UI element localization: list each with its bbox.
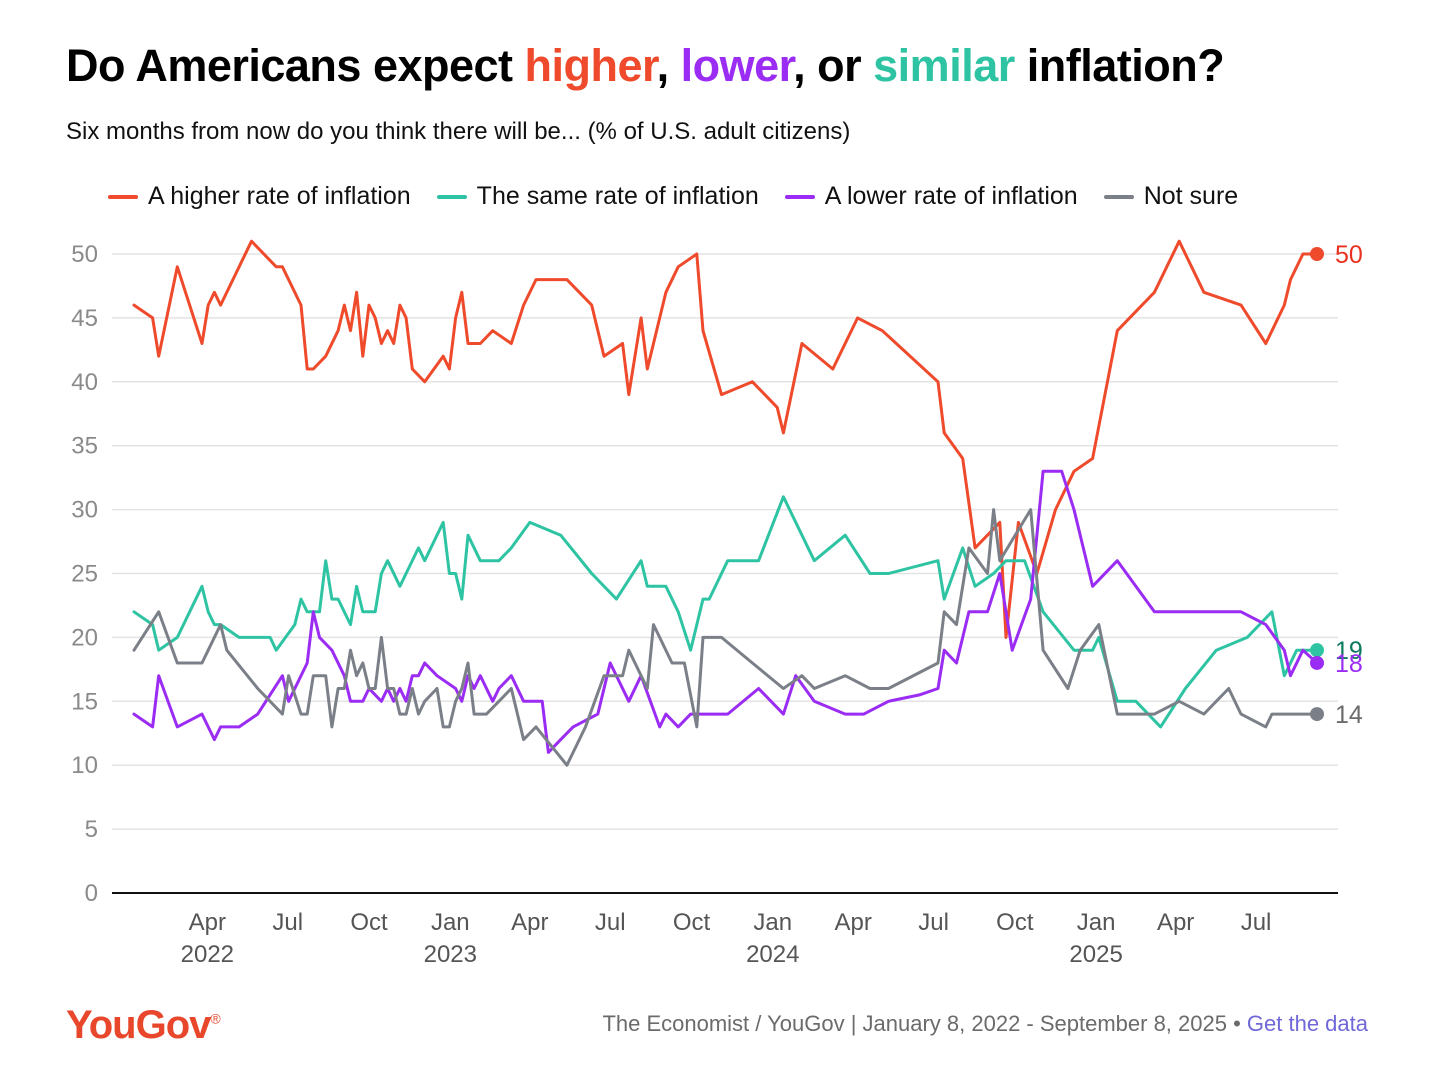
- x-tick-month-8: Apr: [834, 909, 871, 936]
- x-tick-month-6: Oct: [673, 909, 711, 936]
- x-axis-tick-labels: Apr 2022 Jul Oct Jan 2023 Apr Jul Oct Jan 2024 Apr J…: [181, 909, 1272, 968]
- x-tick-month-0: Apr: [189, 909, 226, 936]
- end-point-a-higher-rate-of-inflation: [1310, 247, 1324, 261]
- y-tick-label-35: 35: [71, 433, 98, 460]
- legend-swatch-higher: [108, 194, 138, 199]
- x-tick-month-13: Jul: [1241, 909, 1272, 936]
- x-tick-month-1: Jul: [272, 909, 303, 936]
- logo-text: YouGov: [66, 1003, 211, 1047]
- yougov-logo: YouGov®: [66, 1003, 221, 1048]
- x-tick-month-2: Oct: [350, 909, 388, 936]
- legend-item-same: The same rate of inflation: [436, 182, 759, 211]
- x-tick-year-2023: 2023: [424, 941, 477, 968]
- end-point-a-lower-rate-of-inflation: [1310, 655, 1324, 670]
- x-tick-year-2025: 2025: [1069, 941, 1122, 968]
- title-separator-2: , or: [793, 40, 874, 91]
- legend-label-lower: A lower rate of inflation: [824, 182, 1078, 210]
- y-tick-label-0: 0: [85, 880, 98, 907]
- x-tick-month-9: Jul: [918, 909, 949, 936]
- end-label-a-lower-rate-of-inflation: 18: [1335, 650, 1363, 678]
- legend-swatch-lower: [784, 194, 815, 199]
- logo-registered-mark: ®: [210, 1010, 220, 1027]
- source-text: The Economist / YouGov | January 8, 2022…: [602, 1011, 1247, 1036]
- grid-lines: [112, 253, 1338, 894]
- chart-subtitle: Six months from now do you think there w…: [66, 118, 851, 145]
- x-tick-month-11: Jan: [1077, 909, 1116, 936]
- y-tick-label-15: 15: [71, 688, 98, 715]
- legend-label-not-sure: Not sure: [1143, 182, 1239, 210]
- series-line-a-higher-rate-of-inflation: [132, 239, 1319, 639]
- legend-label-higher: A higher rate of inflation: [148, 182, 411, 210]
- legend-label-same: The same rate of inflation: [476, 182, 759, 210]
- end-label-the-same-rate-of-inflation: 19: [1335, 637, 1363, 665]
- title-word-higher: higher: [524, 40, 658, 91]
- legend-item-lower: A lower rate of inflation: [784, 182, 1078, 211]
- legend-item-not-sure: Not sure: [1103, 182, 1239, 211]
- y-tick-label-30: 30: [71, 497, 98, 524]
- title-suffix: inflation?: [1014, 40, 1225, 91]
- y-tick-label-50: 50: [71, 241, 98, 268]
- source-note: The Economist / YouGov | January 8, 2022…: [602, 1011, 1368, 1037]
- end-point-the-same-rate-of-inflation: [1310, 643, 1324, 658]
- legend-item-higher: A higher rate of inflation: [108, 182, 411, 211]
- series-lines: [132, 239, 1319, 767]
- title-prefix: Do Americans expect: [66, 40, 525, 91]
- end-label-not-sure: 14: [1335, 701, 1363, 729]
- end-point-not-sure: [1310, 707, 1324, 722]
- x-tick-month-3: Jan: [431, 909, 470, 936]
- title-separator-1: ,: [656, 40, 681, 91]
- title-word-similar: similar: [873, 40, 1015, 91]
- x-tick-month-4: Apr: [511, 909, 548, 936]
- series-line-not-sure: [132, 508, 1319, 767]
- x-tick-month-7: Jan: [753, 909, 792, 936]
- legend-swatch-same: [436, 194, 467, 199]
- y-tick-label-25: 25: [71, 561, 98, 588]
- end-label-a-higher-rate-of-inflation: 50: [1335, 241, 1363, 269]
- get-the-data-link[interactable]: Get the data: [1246, 1011, 1368, 1036]
- y-tick-label-20: 20: [71, 624, 98, 651]
- x-tick-month-5: Jul: [595, 909, 626, 936]
- y-tick-label-10: 10: [71, 752, 98, 779]
- x-tick-year-2022: 2022: [181, 941, 234, 968]
- y-tick-label-40: 40: [71, 369, 98, 396]
- x-tick-month-10: Oct: [996, 909, 1034, 936]
- y-axis-tick-labels: 0 5 10 15 20 25 30 35 40 45 50: [71, 241, 98, 907]
- chart-legend: A higher rate of inflation The same rate…: [108, 182, 1238, 211]
- series-line-a-lower-rate-of-inflation: [132, 469, 1319, 754]
- y-tick-label-5: 5: [85, 816, 98, 843]
- x-tick-month-12: Apr: [1157, 909, 1194, 936]
- chart-title: Do Americans expect higher, lower, or si…: [66, 40, 1225, 92]
- y-tick-label-45: 45: [71, 305, 98, 332]
- legend-swatch-not-sure: [1103, 194, 1134, 199]
- title-word-lower: lower: [680, 40, 794, 91]
- x-tick-year-2024: 2024: [746, 941, 799, 968]
